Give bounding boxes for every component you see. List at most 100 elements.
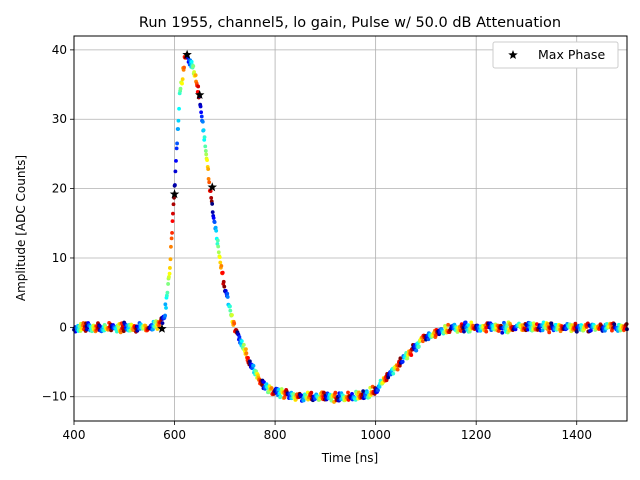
data-point (395, 367, 400, 372)
data-point (463, 320, 468, 325)
data-point (405, 356, 410, 361)
data-point (212, 220, 217, 224)
data-point (459, 329, 463, 333)
data-point (180, 77, 185, 82)
data-point (414, 348, 419, 353)
data-point (237, 335, 242, 339)
y-tick-label: 30 (52, 112, 67, 126)
data-point (244, 347, 248, 352)
data-point (251, 363, 256, 368)
data-point (377, 384, 382, 389)
data-point (209, 195, 214, 200)
data-point (589, 328, 593, 333)
data-point (241, 342, 246, 347)
data-point (171, 202, 176, 207)
data-point (462, 329, 466, 334)
data-point (193, 73, 198, 78)
data-point (309, 390, 314, 395)
data-point (221, 279, 226, 284)
x-tick-label: 400 (63, 428, 86, 442)
data-point (170, 230, 174, 235)
data-point (545, 321, 550, 326)
data-point (220, 270, 225, 275)
grid-lines (73, 36, 627, 421)
data-point (232, 321, 237, 326)
data-point (175, 141, 179, 146)
data-point (215, 238, 220, 243)
scatter-points (72, 52, 629, 404)
data-point (299, 393, 304, 398)
max-phase-star (157, 323, 167, 333)
data-point (246, 356, 250, 360)
data-point (612, 322, 617, 327)
data-point (469, 320, 474, 325)
data-point (247, 359, 252, 364)
data-point (171, 211, 175, 216)
legend-label: Max Phase (538, 47, 605, 62)
data-point (198, 104, 203, 109)
data-point (200, 119, 205, 124)
data-point (547, 330, 552, 335)
data-point (216, 250, 221, 255)
data-point (269, 386, 274, 390)
data-point (239, 339, 244, 344)
data-point (346, 390, 350, 395)
x-tick-label: 1200 (461, 428, 492, 442)
data-point (178, 86, 183, 91)
data-point (376, 388, 380, 393)
data-point (205, 158, 209, 163)
data-point (218, 260, 223, 265)
data-point (228, 308, 233, 313)
data-point (278, 394, 283, 399)
data-point (525, 327, 530, 332)
data-point (409, 353, 414, 357)
data-point (291, 392, 296, 396)
data-point (216, 244, 221, 249)
y-axis-ticks: −10 0 10 20 30 40 (42, 43, 74, 404)
legend-star-icon (508, 50, 518, 60)
data-point (174, 146, 179, 151)
legend-box (492, 41, 619, 69)
data-point (176, 127, 181, 131)
legend: Max Phase (492, 41, 619, 69)
data-point (202, 135, 207, 140)
data-point (541, 320, 546, 325)
data-point (114, 329, 119, 334)
data-point (446, 322, 451, 327)
data-point (167, 271, 172, 276)
data-point (426, 337, 431, 342)
data-point (500, 330, 505, 335)
max-phase-markers (157, 49, 218, 333)
data-point (160, 321, 165, 326)
data-point (199, 110, 204, 115)
data-point (466, 323, 471, 328)
data-point (225, 295, 230, 299)
data-point (244, 351, 249, 356)
data-point (196, 84, 201, 89)
data-point (199, 114, 204, 119)
data-point (167, 274, 171, 279)
max-phase-star (194, 89, 205, 100)
data-point (213, 225, 218, 230)
data-point (225, 291, 230, 296)
data-point (531, 321, 536, 326)
data-point (484, 329, 489, 334)
data-point (333, 390, 338, 395)
plot-frame (73, 35, 628, 422)
data-point (398, 356, 403, 361)
chart-title: Run 1955, channel5, lo gain, Pulse w/ 50… (139, 15, 561, 31)
data-point (228, 304, 232, 309)
data-point (203, 149, 208, 153)
data-point (203, 144, 208, 149)
data-point (189, 59, 194, 64)
data-point (301, 398, 306, 403)
data-point (173, 183, 177, 187)
data-point (164, 306, 168, 310)
max-phase-star (207, 182, 218, 192)
data-point (420, 339, 425, 344)
data-point (168, 266, 172, 270)
data-point (391, 371, 396, 376)
data-point (192, 70, 197, 74)
x-tick-label: 800 (264, 428, 287, 442)
